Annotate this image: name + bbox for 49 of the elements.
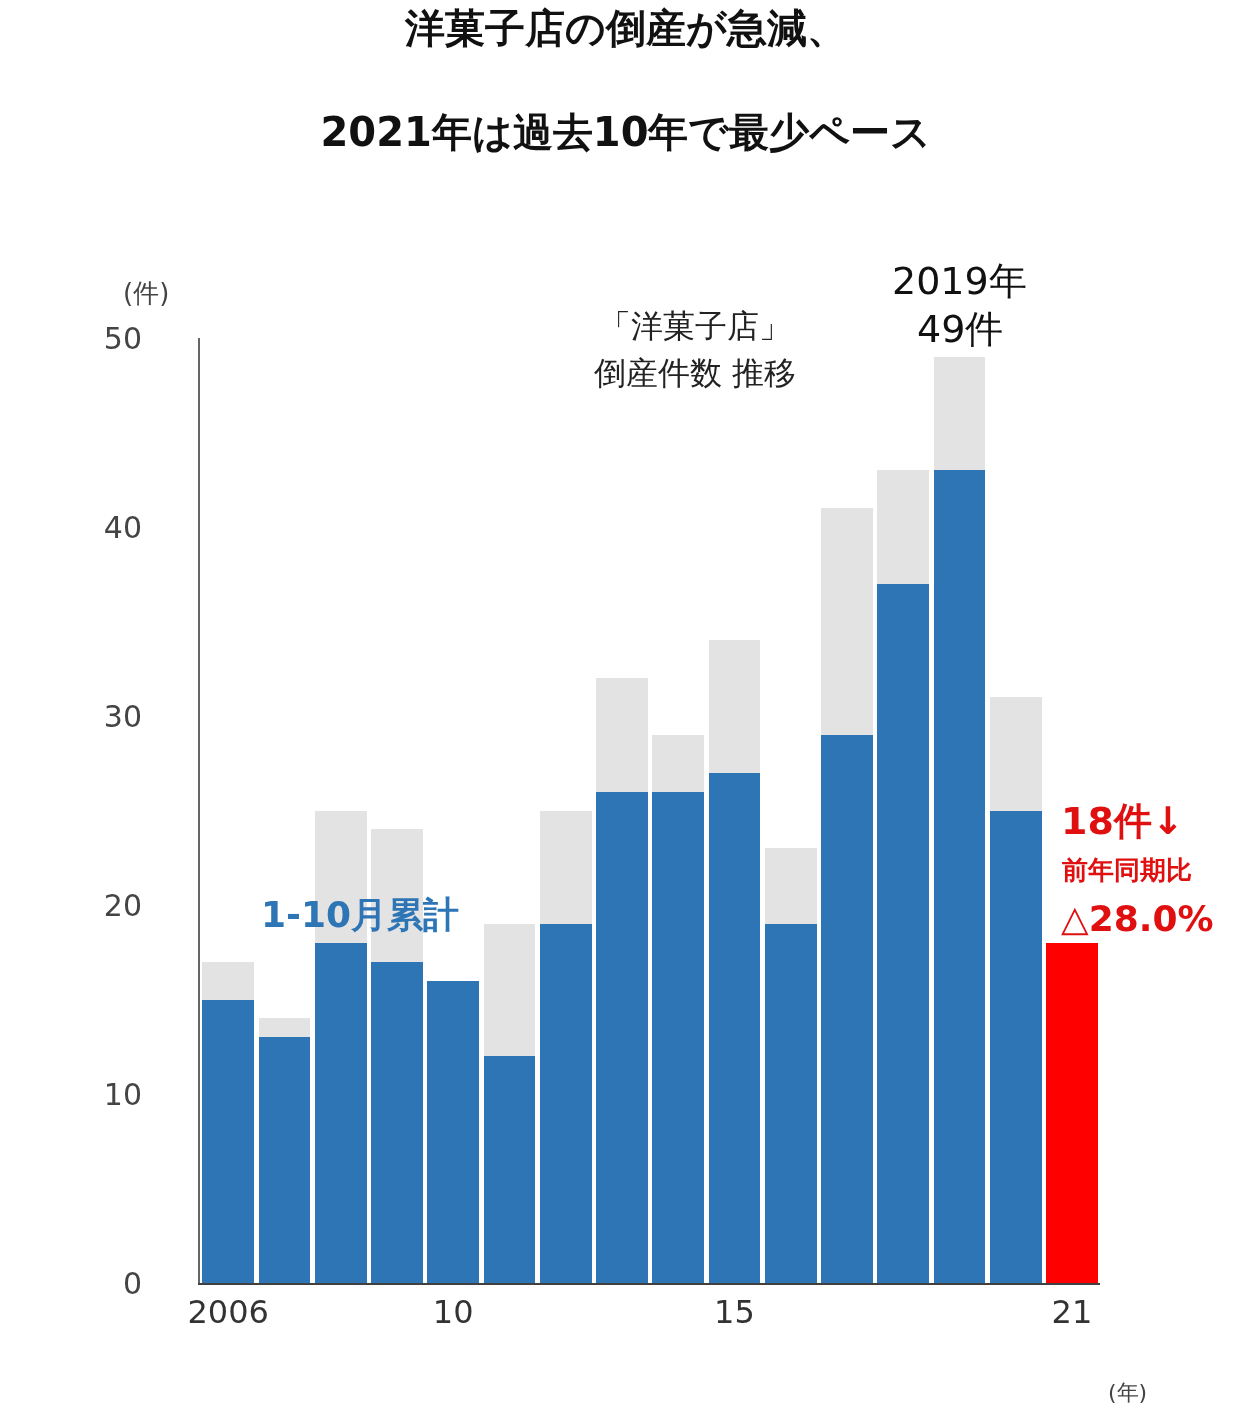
bar [989,810,1042,1283]
bar [933,470,986,1283]
annotation: 1-10月累計 [261,894,460,935]
bar [933,356,986,471]
text: 2019年 [892,259,1027,303]
y-tick-label: 20 [103,887,142,923]
bar [539,923,592,1283]
x-tick-label: 21 [1051,1293,1093,1332]
annotation: 18件↓ [1061,799,1184,843]
annotation: 49件 [917,307,1004,351]
bar [596,791,648,1283]
x-tick-label: 15 [714,1293,755,1332]
bar [652,791,704,1283]
y-axis-title: (件) [123,278,170,308]
bar [596,678,648,792]
x-tick-label: 10 [432,1293,474,1332]
bar [764,848,817,924]
bar [483,1056,536,1283]
annotation: 「洋菓子店」 [599,307,791,345]
bar [427,980,479,1283]
x-tick-label: 2006 [187,1293,269,1332]
annotation: △28.0% [1061,898,1214,939]
annotation: 前年同期比 [1061,855,1192,885]
bar [202,999,254,1283]
y-tick-label: 50 [103,320,142,356]
bar [371,961,423,1283]
bar [764,923,817,1283]
bar [539,810,592,924]
bar [877,470,929,584]
annotation: 倒産件数 推移 [594,354,797,392]
y-tick-label: 30 [103,698,142,734]
y-tick-label: 40 [103,509,142,545]
bar [258,1018,311,1038]
y-tick-label: 0 [122,1265,142,1301]
x-axis-title: (年) [1108,1380,1148,1405]
bar [314,942,367,1283]
bar [202,961,254,1000]
bar [1046,942,1098,1283]
y-tick-label: 10 [103,1076,142,1112]
bar [652,734,704,792]
bar [258,1037,311,1283]
bar [483,923,536,1057]
bar [821,734,873,1283]
bar [708,640,761,773]
bar [989,697,1042,811]
bar [821,508,873,735]
bar [877,583,929,1283]
bar [708,772,761,1283]
chart-title: 洋菓子店の倒産が急減、 2021年は過去10年で最少ペース [320,5,932,156]
